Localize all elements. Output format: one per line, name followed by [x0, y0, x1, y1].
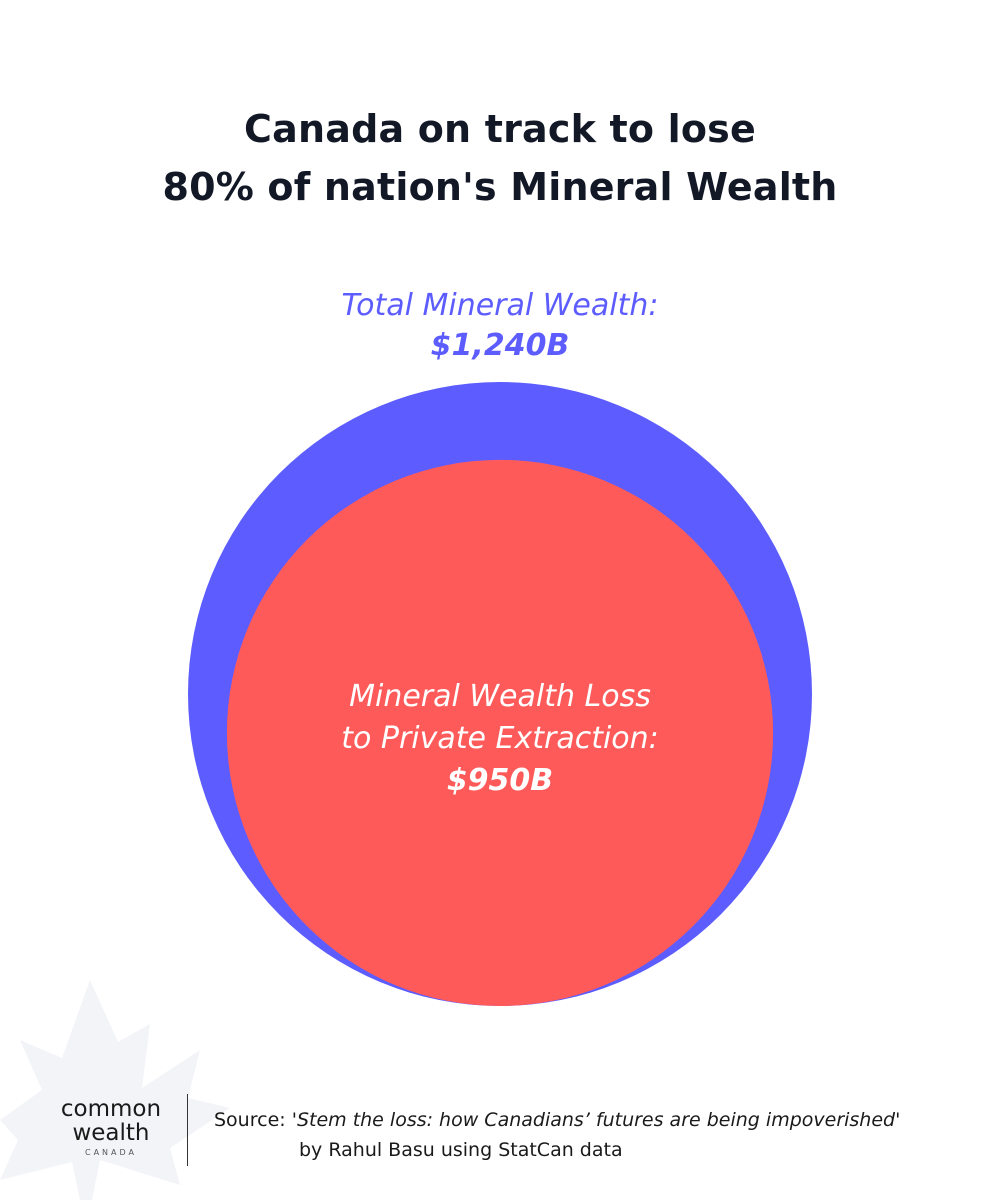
wealth-loss-bubble [226, 459, 774, 1006]
source-prefix: Source: [214, 1109, 286, 1131]
source-citation: Source: 'Stem the loss: how Canadians’ f… [214, 1105, 900, 1165]
title-line-1: Canada on track to lose [244, 107, 756, 151]
maple-leaf-watermark-icon [0, 980, 230, 1200]
total-wealth-value: $1,240B [430, 328, 570, 363]
wealth-loss-name-line-1: Mineral Wealth Loss [349, 679, 651, 714]
wealth-loss-value: $950B [446, 763, 554, 798]
logo-word-canada: CANADA [84, 1148, 137, 1157]
logo-word-common: common [60, 1096, 162, 1122]
title-line-2: 80% of nation's Mineral Wealth [162, 165, 838, 209]
chart-title: Canada on track to lose 80% of nation's … [0, 100, 1000, 216]
total-wealth-name: Total Mineral Wealth: [341, 288, 659, 323]
source-author: by Rahul Basu using StatCan data [299, 1139, 623, 1161]
common-wealth-logo: common wealth CANADA [56, 1097, 166, 1157]
source-title: 'Stem the loss: how Canadians’ futures a… [291, 1109, 901, 1131]
logo-word-wealth: wealth [72, 1120, 150, 1146]
footer-divider [187, 1094, 188, 1166]
wealth-loss-label: Mineral Wealth Loss to Private Extractio… [226, 676, 774, 802]
total-wealth-label: Total Mineral Wealth: $1,240B [0, 286, 1000, 366]
wealth-loss-name-line-2: to Private Extraction: [341, 721, 659, 756]
